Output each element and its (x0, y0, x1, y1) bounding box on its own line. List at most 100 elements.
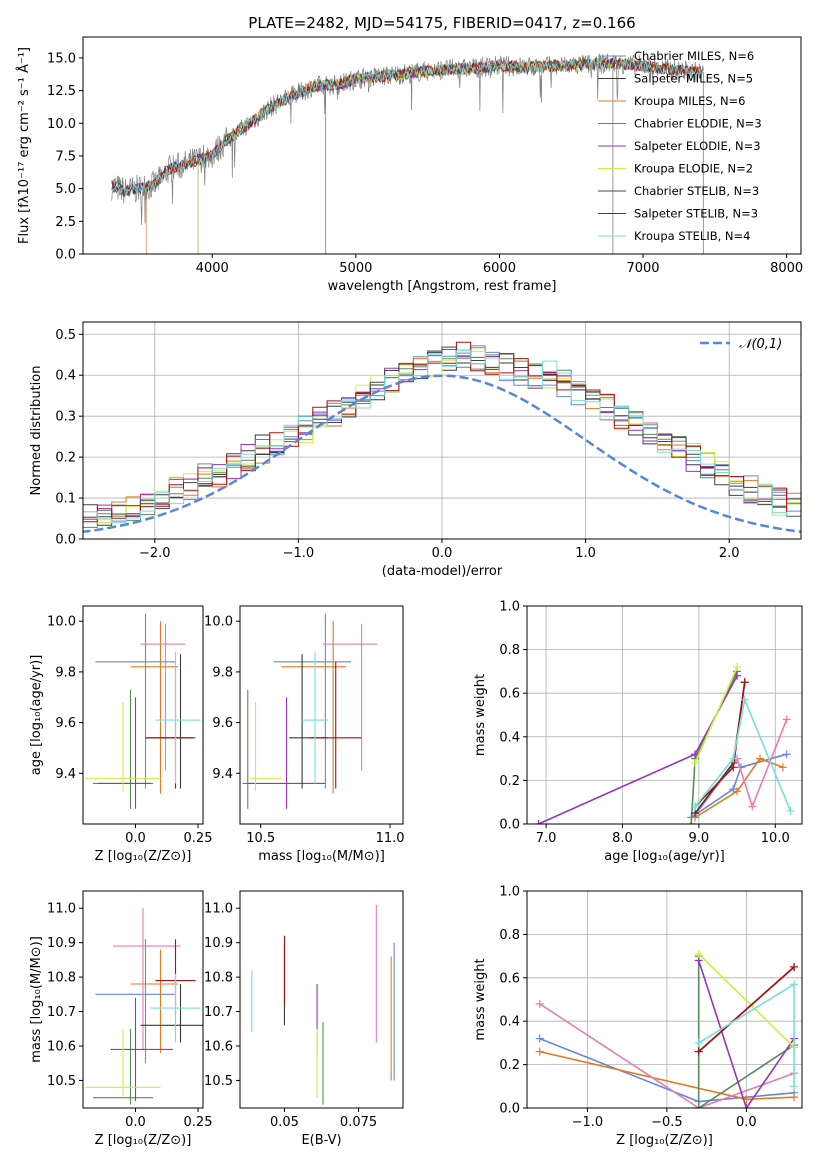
weight-line-3 (694, 719, 788, 816)
plot-area (242, 613, 378, 809)
y-tick-label: 0.0 (499, 818, 520, 833)
weight-marker (733, 671, 742, 680)
y-axis-label: Flux [fλ10⁻¹⁷ erg cm⁻² s⁻¹ Å⁻¹] (16, 47, 32, 244)
weight-line-9 (694, 696, 792, 812)
y-tick-label: 0.2 (55, 451, 76, 466)
weight-marker (782, 715, 791, 724)
y-tick-label: 10.0 (47, 117, 76, 132)
weight-marker (694, 1038, 703, 1047)
legend: Chabrier MILES, N=6 Salpeter MILES, N=5 Kr… (598, 49, 762, 243)
x-tick-label: 10.5 (246, 831, 275, 846)
y-tick-label: 10.8 (47, 971, 76, 986)
panel-3: 0.0 0.25 9.4 9.6 9.8 10.0 Z [log₁₀(Z/Z⊙)] age [… (29, 605, 213, 864)
x-tick-label: 1.0 (575, 546, 596, 561)
y-tick-label: 0.2 (499, 1058, 520, 1073)
y-tick-label: 0.0 (55, 533, 76, 548)
panel-6: 0.0 0.25 10.5 10.6 10.7 10.8 10.9 11.0 Z [log₁₀(… (29, 890, 212, 1148)
x-tick-label: 0.0 (736, 1115, 757, 1130)
x-tick-label: −1.0 (572, 1115, 604, 1130)
y-tick-label: 0.4 (499, 1015, 520, 1030)
x-tick-label: 0.25 (184, 831, 213, 846)
weight-line-4 (697, 956, 795, 1108)
x-tick-label: 8000 (770, 261, 803, 276)
y-tick-label: 10.5 (47, 1074, 76, 1089)
axes-frame (82, 321, 802, 540)
axes-frame (526, 890, 803, 1109)
weight-marker (691, 750, 700, 759)
x-tick-label: 0.075 (340, 1115, 377, 1130)
weight-marker (778, 763, 787, 772)
axes-frame (239, 890, 404, 1109)
weight-marker (786, 806, 795, 815)
x-tick-label: 8.0 (612, 831, 633, 846)
y-axis-label: mass weight (473, 674, 488, 756)
legend-label: Salpeter ELODIE, N=3 (634, 139, 761, 153)
weight-marker (691, 758, 700, 767)
histogram-step-9 (83, 350, 801, 532)
x-tick-label: −2.0 (139, 546, 171, 561)
x-axis-label: wavelength [Angstrom, rest frame] (328, 279, 557, 294)
weight-marker (691, 802, 700, 811)
x-tick-label: −1.0 (283, 546, 315, 561)
y-tick-label: 9.8 (55, 665, 76, 680)
y-tick-label: 10.8 (204, 971, 233, 986)
weight-marker (790, 980, 799, 989)
x-axis-label: E(B-V) (301, 1133, 341, 1148)
plot-area (85, 908, 203, 1105)
y-tick-label: 0.1 (55, 492, 76, 507)
gaussian-curve (83, 374, 801, 534)
y-tick-label: 0.8 (499, 928, 520, 943)
y-tick-label: 0.6 (499, 971, 520, 986)
y-tick-label: 1.0 (499, 600, 520, 615)
x-tick-label: 7.0 (536, 831, 557, 846)
x-tick-label: 0.0 (432, 546, 453, 561)
y-axis-label: age [log₁₀(age/yr)] (29, 655, 44, 776)
y-tick-label: 9.4 (212, 767, 233, 782)
legend-label: Salpeter MILES, N=5 (634, 72, 753, 86)
y-tick-label: 0.5 (55, 328, 76, 343)
weight-marker (790, 1082, 799, 1091)
y-tick-label: 0.4 (55, 369, 76, 384)
legend-label: Kroupa STELIB, N=4 (634, 229, 751, 243)
weight-marker (748, 802, 757, 811)
legend-label: Chabrier STELIB, N=3 (634, 184, 759, 198)
y-tick-label: 0.8 (499, 643, 520, 658)
weight-marker (782, 750, 791, 759)
weight-marker (740, 695, 749, 704)
y-tick-label: 9.6 (212, 716, 233, 731)
weight-marker (740, 678, 749, 687)
panel-5: 7.0 8.0 9.0 10.0 0.0 0.2 0.4 0.6 0.8 1.0 age [log₁… (473, 600, 803, 864)
weight-line-8 (698, 966, 795, 1053)
y-axis-label: mass [log₁₀(M/M⊙)] (29, 936, 44, 1063)
panel-4: 10.5 11.0 9.4 9.6 9.8 10.0 mass [log₁₀(M/M⊙)] (204, 605, 405, 864)
weight-marker (742, 1104, 751, 1108)
weight-line-6 (698, 953, 795, 1048)
plot-area (83, 341, 801, 535)
y-tick-label: 10.7 (47, 1005, 76, 1020)
legend-label: Chabrier ELODIE, N=3 (634, 117, 762, 131)
legend-label: Kroupa MILES, N=6 (634, 94, 746, 108)
y-tick-label: 2.5 (55, 215, 76, 230)
y-tick-label: 9.4 (55, 767, 76, 782)
y-tick-label: 10.0 (47, 615, 76, 630)
legend-label: 𝒩(0,1) (739, 337, 782, 352)
y-tick-label: 7.5 (55, 149, 76, 164)
x-tick-label: 7000 (626, 261, 659, 276)
y-axis-label: mass weight (473, 958, 488, 1040)
legend-label: Salpeter STELIB, N=3 (634, 207, 758, 221)
y-tick-label: 10.5 (204, 1074, 233, 1089)
weight-marker (535, 999, 544, 1008)
y-tick-label: 0.2 (499, 774, 520, 789)
x-axis-label: Z [log₁₀(Z/Z⊙)] (95, 1133, 192, 1148)
panel-7: 0.05 0.075 10.5 10.6 10.7 10.8 10.9 11.0 E(B-V) (204, 890, 404, 1148)
axes-frame (82, 36, 802, 255)
weight-marker (694, 1104, 703, 1108)
x-tick-label: 4000 (196, 261, 229, 276)
axes-frame (526, 605, 803, 825)
panel-8: −1.0 −0.5 0.0 0.0 0.2 0.4 0.6 0.8 1.0 Z [log₁₀(Z/… (473, 885, 803, 1148)
x-tick-label: 11.0 (376, 831, 405, 846)
weight-marker (790, 962, 799, 971)
weight-marker (733, 663, 742, 672)
weight-line-5 (538, 675, 738, 824)
